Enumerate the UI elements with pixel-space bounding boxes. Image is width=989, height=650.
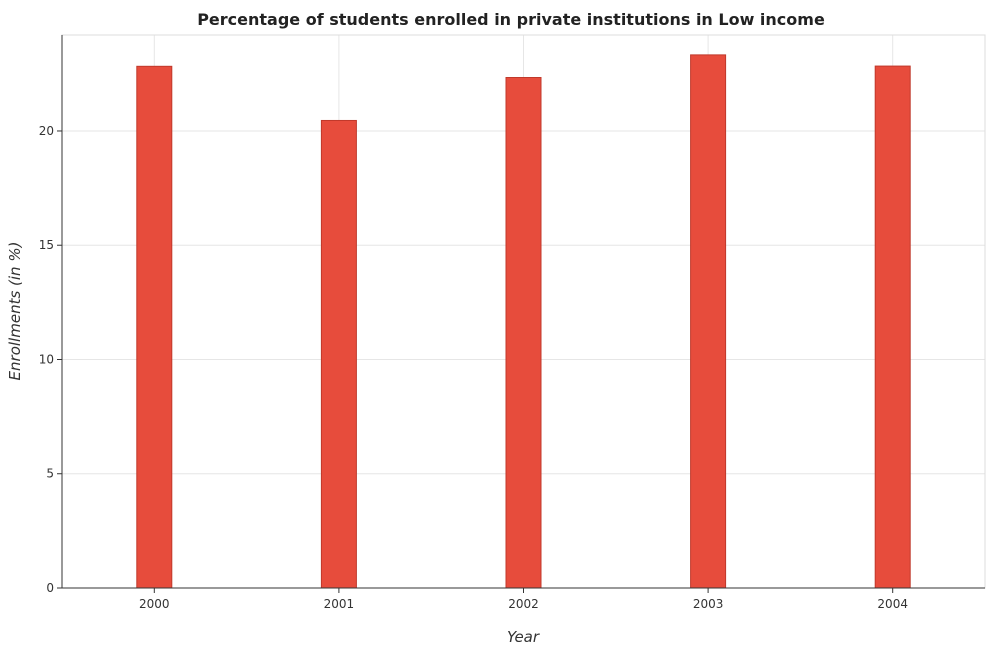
x-tick-label: 2000 xyxy=(139,597,170,611)
y-axis-label: Enrollments (in %) xyxy=(6,242,24,381)
y-tick-label: 10 xyxy=(39,352,54,366)
y-tick-label: 0 xyxy=(46,581,54,595)
bar-2003 xyxy=(690,54,727,589)
bar-2001 xyxy=(320,119,357,589)
bar-2004 xyxy=(874,65,911,589)
bar-2002 xyxy=(505,77,542,589)
bar-2000 xyxy=(136,65,173,589)
y-tick-label: 5 xyxy=(46,467,54,481)
bars xyxy=(136,54,911,589)
x-tick-label: 2004 xyxy=(877,597,908,611)
y-tick-label: 20 xyxy=(39,124,54,138)
x-tick-label: 2003 xyxy=(693,597,724,611)
x-axis-label: Year xyxy=(507,628,540,646)
x-tick-label: 2002 xyxy=(508,597,539,611)
y-ticks: 0 5 10 15 20 xyxy=(39,124,62,595)
x-ticks: 2000 2001 2002 2003 2004 xyxy=(139,588,908,611)
x-tick-label: 2001 xyxy=(324,597,355,611)
chart-title: Percentage of students enrolled in priva… xyxy=(197,10,825,29)
y-tick-label: 15 xyxy=(39,238,54,252)
